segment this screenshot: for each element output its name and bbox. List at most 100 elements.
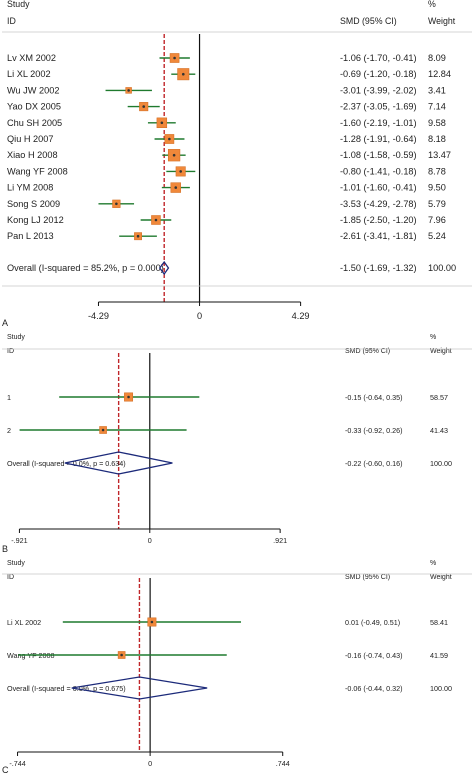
study-label: Li YM 2008 (7, 183, 53, 193)
point-estimate (172, 153, 176, 157)
point-estimate (136, 234, 140, 238)
x-tick-label: 0 (148, 759, 152, 768)
ci-text: -2.37 (-3.05, -1.69) (340, 102, 417, 112)
header-smd: SMD (95% CI) (345, 348, 390, 355)
study-label: Qiu H 2007 (7, 134, 53, 144)
study-label: Wang YF 2008 (7, 166, 68, 176)
study-label: 2 (7, 426, 11, 435)
overall-diamond (64, 451, 173, 475)
weight-text: 8.78 (428, 166, 446, 176)
ci-text: -1.85 (-2.50, -1.20) (340, 215, 417, 225)
overall-weight-text: 100.00 (430, 459, 452, 468)
point-estimate (173, 56, 176, 60)
ci-text: -3.53 (-4.29, -2.78) (340, 199, 417, 209)
point-estimate (154, 218, 158, 222)
study-label: Wu JW 2002 (7, 85, 59, 95)
overall-label: Overall (I-squared = 85.2%, p = 0.000) (7, 263, 164, 273)
header-smd: SMD (95% CI) (340, 16, 397, 26)
point-estimate (179, 170, 182, 173)
ci-text: -1.08 (-1.58, -0.59) (340, 150, 417, 160)
ci-text: -2.61 (-3.41, -1.81) (340, 231, 417, 241)
header-smd: SMD (95% CI) (345, 574, 390, 581)
weight-text: 13.47 (428, 150, 451, 160)
study-label: Xiao H 2008 (7, 150, 58, 160)
ci-text: -1.28 (-1.91, -0.64) (340, 134, 417, 144)
weight-text: 9.50 (428, 183, 446, 193)
header-study: Study (7, 0, 30, 9)
ci-text: 0.01 (-0.49, 0.51) (345, 618, 400, 627)
point-estimate (127, 395, 130, 399)
overall-weight-text: 100.00 (428, 263, 456, 273)
x-tick-label: .921 (273, 536, 287, 545)
point-estimate (101, 428, 105, 432)
overall-ci-text: -1.50 (-1.69, -1.32) (340, 263, 417, 273)
overall-diamond (158, 260, 170, 276)
panel-label: A (2, 318, 8, 328)
weight-text: 5.79 (428, 199, 446, 209)
ci-text: -1.06 (-1.70, -0.41) (340, 53, 417, 63)
overall-weight-text: 100.00 (430, 684, 452, 693)
header-percent: % (430, 334, 436, 341)
ci-text: -0.69 (-1.20, -0.18) (340, 69, 417, 79)
study-label: 1 (7, 393, 11, 402)
overall-ci-text: -0.06 (-0.44, 0.32) (345, 684, 403, 693)
weight-text: 9.58 (428, 118, 446, 128)
header-weight: Weight (430, 348, 452, 355)
point-estimate (174, 186, 178, 189)
weight-text: 8.18 (428, 134, 446, 144)
study-label: Li XL 2002 (7, 618, 41, 627)
ci-text: -0.80 (-1.41, -0.18) (340, 166, 417, 176)
ci-text: -1.60 (-2.19, -1.01) (340, 118, 417, 128)
weight-text: 3.41 (428, 85, 446, 95)
ci-text: -0.16 (-0.74, 0.43) (345, 651, 403, 660)
study-label: Kong LJ 2012 (7, 215, 64, 225)
header-weight: Weight (428, 16, 456, 26)
weight-text: 12.84 (428, 69, 451, 79)
header-percent: % (430, 560, 436, 567)
point-estimate (115, 202, 118, 206)
x-tick-label: .744 (276, 759, 290, 768)
header-id: ID (7, 16, 16, 26)
point-estimate (168, 137, 171, 141)
weight-text: 58.41 (430, 618, 448, 627)
weight-text: 41.43 (430, 426, 448, 435)
x-tick-label: -4.29 (88, 311, 109, 321)
overall-label: Overall (I-squared = 0.0%, p = 0.675) (7, 684, 126, 693)
weight-text: 5.24 (428, 231, 446, 241)
panel-label: C (2, 765, 9, 775)
study-label: Li XL 2002 (7, 69, 51, 79)
study-label: Lv XM 2002 (7, 53, 56, 63)
x-tick-label: 0 (148, 536, 152, 545)
ci-text: -1.01 (-1.60, -0.41) (340, 183, 417, 193)
ci-text: -3.01 (-3.99, -2.02) (340, 85, 417, 95)
x-tick-label: -.921 (11, 536, 27, 545)
ci-text: -0.15 (-0.64, 0.35) (345, 393, 403, 402)
point-estimate (127, 89, 130, 92)
header-weight: Weight (430, 574, 452, 581)
point-estimate (150, 620, 154, 624)
weight-text: 8.09 (428, 53, 446, 63)
overall-diamond (71, 676, 208, 700)
ci-text: -0.33 (-0.92, 0.26) (345, 426, 403, 435)
point-estimate (120, 653, 123, 657)
weight-text: 41.59 (430, 651, 448, 660)
x-tick-label: 0 (197, 311, 202, 321)
point-estimate (181, 72, 185, 76)
panel-label: B (2, 544, 8, 554)
study-label: Song S 2009 (7, 199, 60, 209)
weight-text: 7.96 (428, 215, 446, 225)
header-study: Study (7, 334, 25, 341)
point-estimate (142, 105, 146, 108)
header-study: Study (7, 560, 25, 567)
header-id: ID (7, 574, 14, 581)
overall-ci-text: -0.22 (-0.60, 0.16) (345, 459, 403, 468)
study-label: Pan L 2013 (7, 231, 54, 241)
x-tick-label: -.744 (9, 759, 25, 768)
study-label: Yao DX 2005 (7, 102, 61, 112)
weight-text: 7.14 (428, 102, 446, 112)
weight-text: 58.57 (430, 393, 448, 402)
study-label: Chu SH 2005 (7, 118, 62, 128)
x-tick-label: 4.29 (292, 311, 310, 321)
header-percent: % (428, 0, 436, 9)
